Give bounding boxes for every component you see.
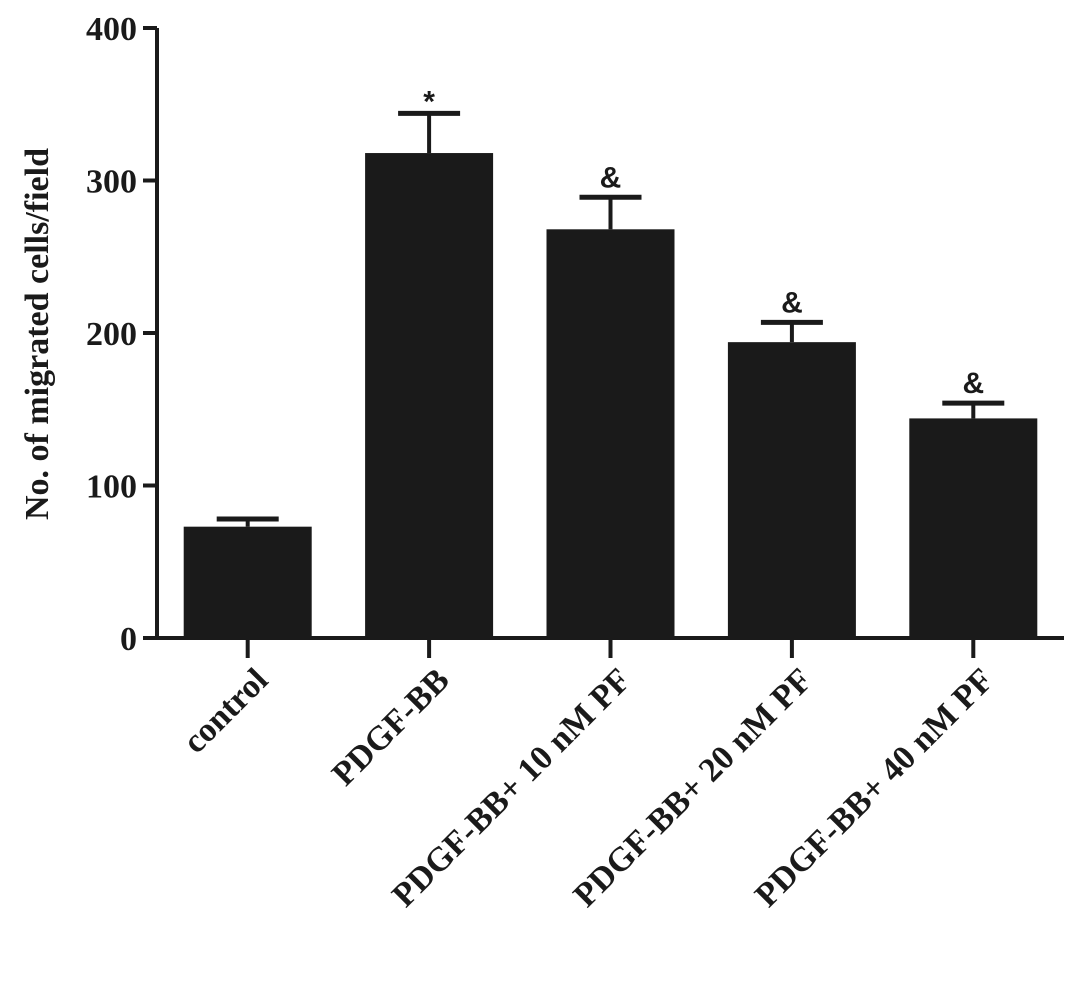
significance-marker: *	[423, 85, 435, 118]
significance-marker: &	[962, 367, 984, 400]
y-tick-label: 0	[120, 621, 137, 658]
bar-1	[365, 153, 494, 639]
error-bars	[216, 110, 1005, 527]
x-tick-label: PDGF-BB	[325, 661, 457, 793]
bar-4	[909, 418, 1038, 638]
axes: No. of migrated cells/field	[19, 28, 1064, 640]
x-tick-label: control	[176, 661, 275, 760]
bars	[183, 153, 1038, 639]
bar-2	[546, 229, 675, 639]
y-tick-label: 100	[86, 469, 137, 506]
y-axis-title: No. of migrated cells/field	[19, 148, 56, 520]
bar-0	[183, 526, 312, 638]
bar-3	[727, 342, 856, 638]
y-tick-label: 200	[86, 316, 137, 353]
y-tick-label: 400	[86, 11, 137, 48]
y-tick-label: 300	[86, 164, 137, 201]
significance-marker: &	[781, 286, 803, 319]
significance-marker: &	[600, 161, 622, 194]
significance-markers: * & & &	[423, 85, 984, 400]
y-ticks: 0 100 200 300 400	[86, 11, 157, 658]
